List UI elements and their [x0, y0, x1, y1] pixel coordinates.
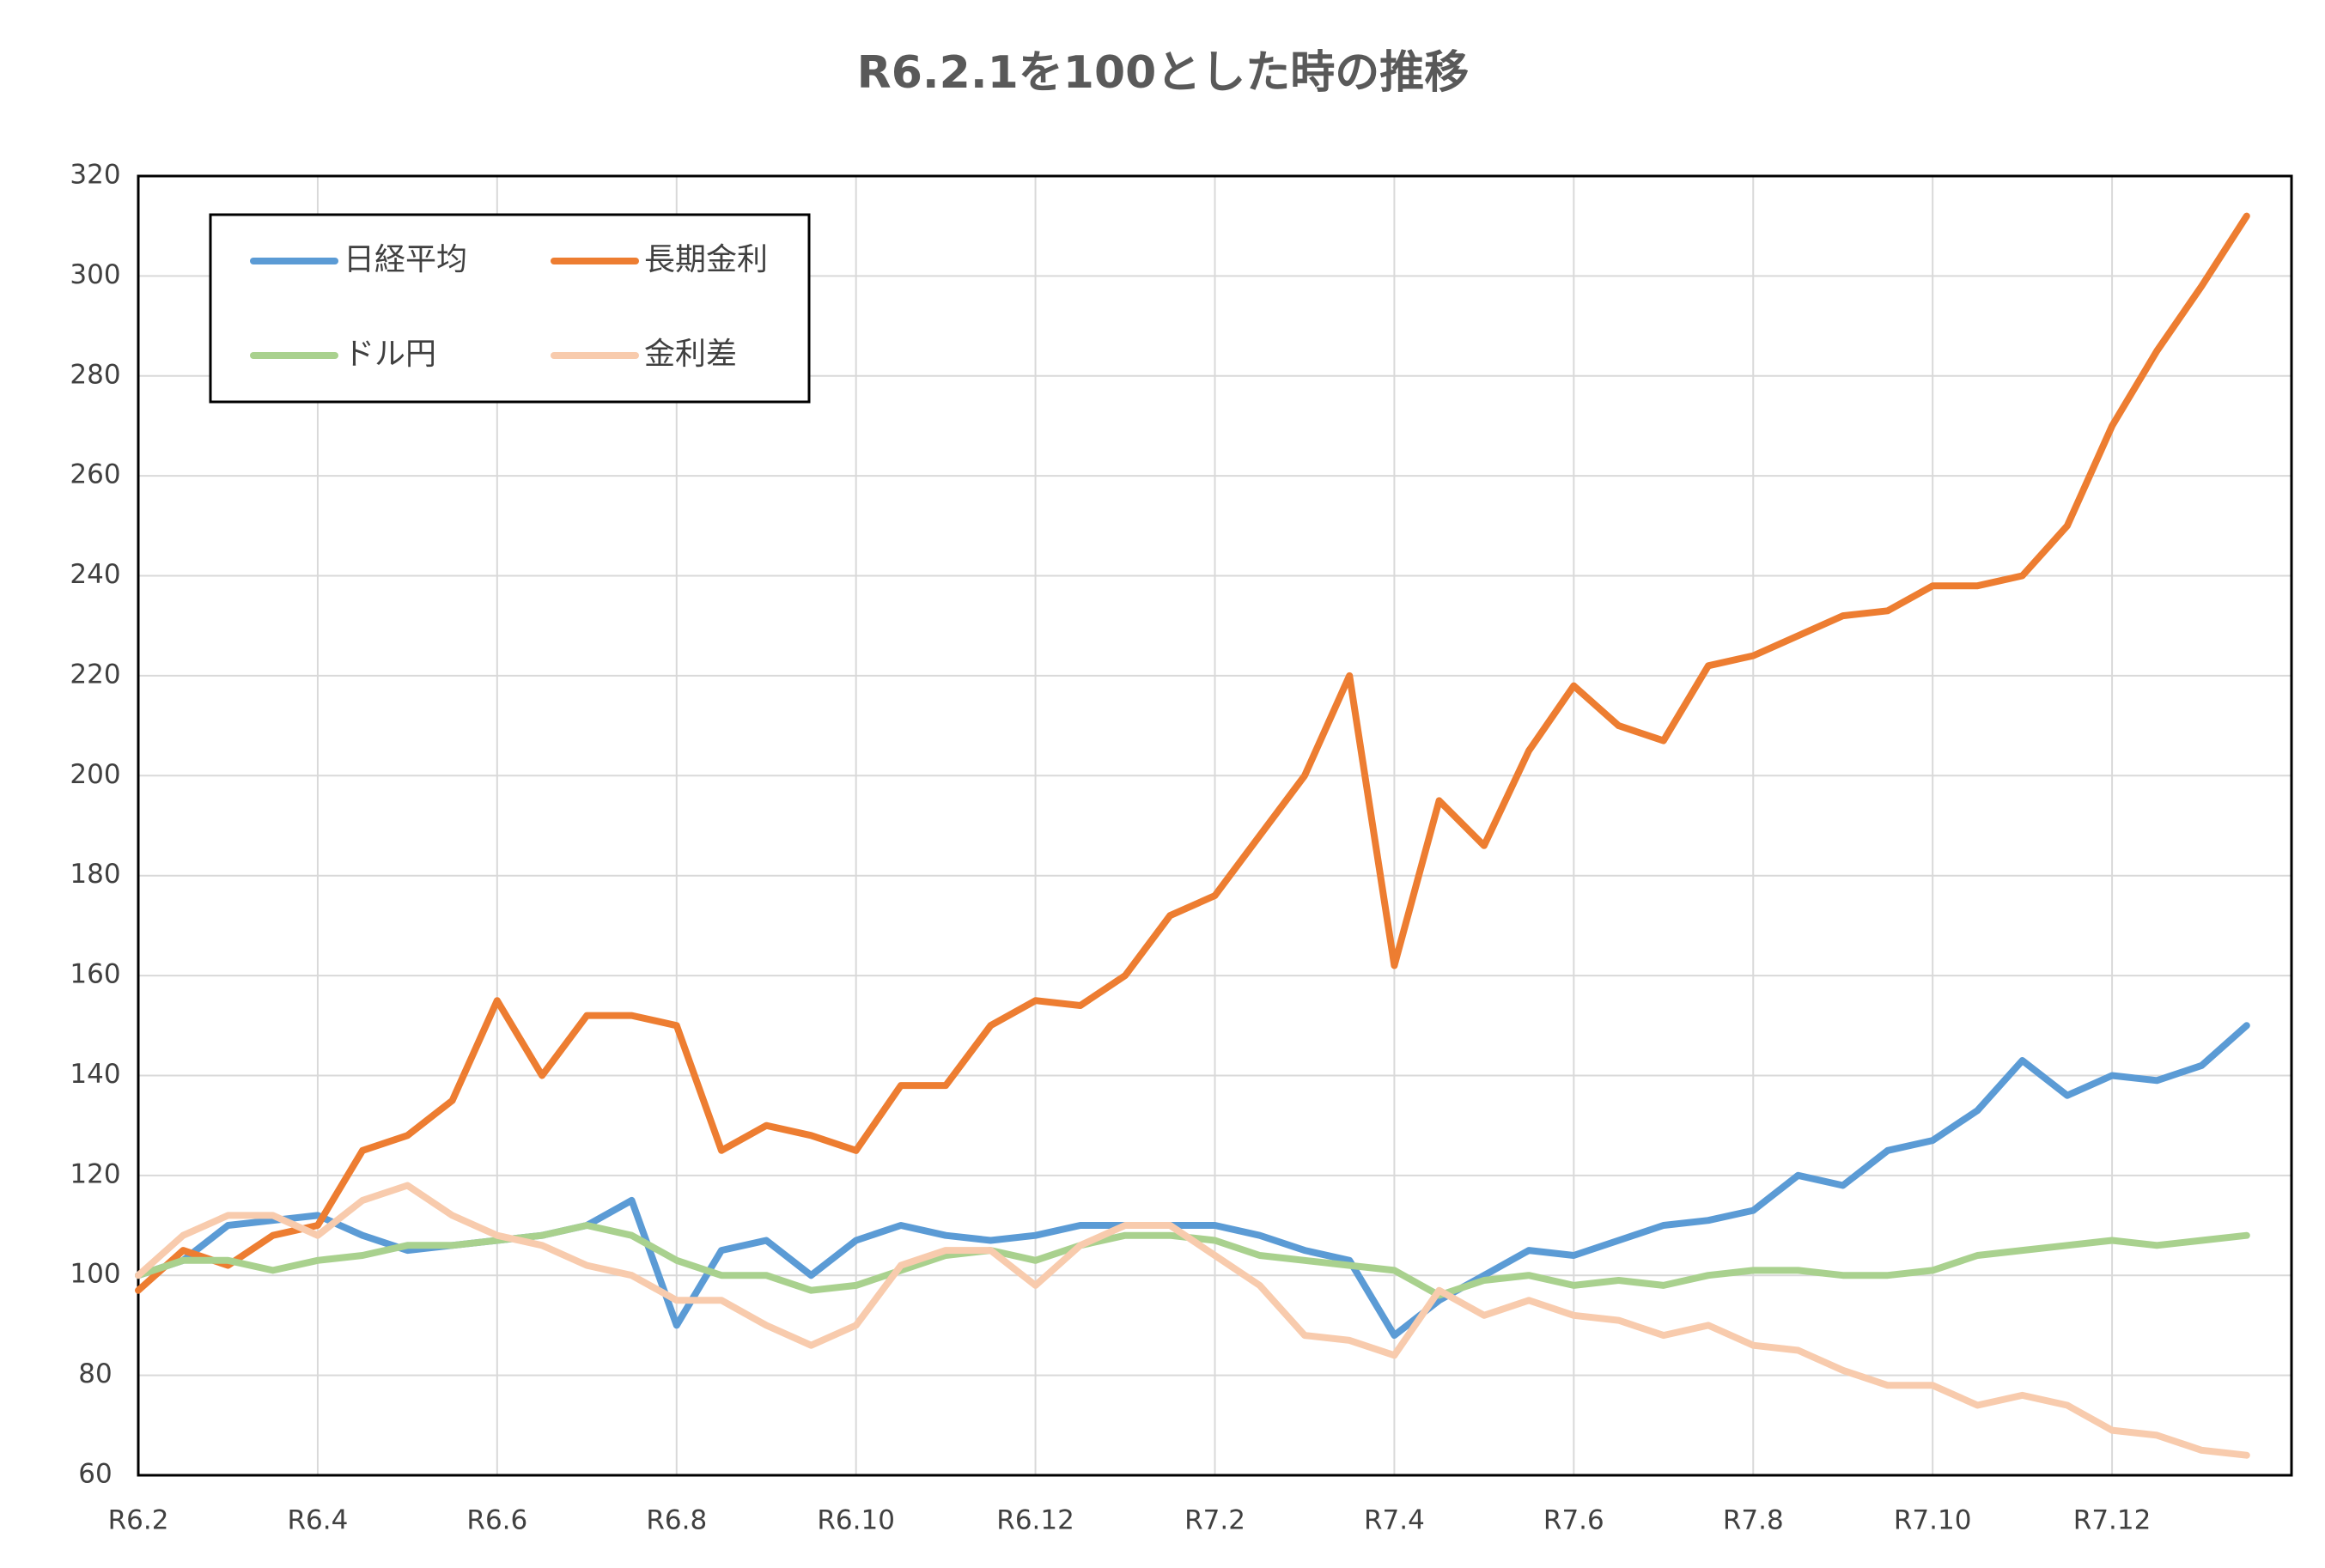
series-line [135, 212, 2250, 1294]
y-tick-label: 220 [70, 659, 120, 690]
y-tick-label: 280 [70, 359, 120, 390]
y-tick-label: 180 [70, 859, 120, 890]
x-tick-label: R7.10 [1894, 1505, 1972, 1536]
y-tick-label: 60 [78, 1459, 112, 1490]
x-tick-label: R7.8 [1723, 1505, 1784, 1536]
legend-label: 金利差 [644, 337, 737, 372]
y-tick-label: 320 [70, 160, 120, 191]
x-tick-label: R7.2 [1184, 1505, 1245, 1536]
legend-box [209, 213, 811, 404]
y-tick-label: 140 [70, 1059, 120, 1090]
y-tick-label: 260 [70, 459, 120, 490]
legend-label: 日経平均 [344, 242, 467, 277]
x-tick-label: R7.6 [1543, 1505, 1604, 1536]
y-tick-label: 200 [70, 759, 120, 790]
y-tick-label: 80 [78, 1358, 112, 1389]
chart-title: R6.2.1を100とした時の推移 [857, 47, 1470, 99]
x-tick-label: R6.8 [646, 1505, 707, 1536]
x-tick-label: R6.12 [996, 1505, 1074, 1536]
plot-border [137, 174, 2293, 1477]
y-tick-label: 300 [70, 259, 120, 290]
y-tick-label: 120 [70, 1158, 120, 1189]
x-tick-label: R7.4 [1364, 1505, 1425, 1536]
y-tick-label: 240 [70, 559, 120, 590]
x-tick-label: R7.12 [2073, 1505, 2152, 1536]
x-tick-label: R6.10 [817, 1505, 895, 1536]
x-tick-label: R6.6 [466, 1505, 527, 1536]
series-line [135, 1182, 2250, 1459]
y-tick-label: 100 [70, 1259, 120, 1290]
y-tick-label: 160 [70, 959, 120, 990]
x-tick-label: R6.4 [287, 1505, 348, 1536]
legend-label: ドル円 [344, 337, 436, 372]
legend-label: 長期金利 [644, 242, 768, 277]
x-tick-label: R6.2 [108, 1505, 169, 1536]
